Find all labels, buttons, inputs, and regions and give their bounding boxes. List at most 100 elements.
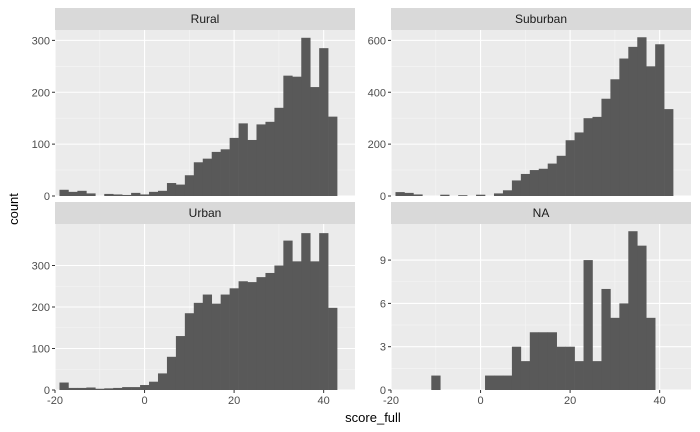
histogram-bar: [610, 317, 620, 390]
histogram-bar: [211, 303, 221, 390]
x-tick-label: -20: [383, 395, 399, 407]
histogram-bar: [202, 294, 213, 390]
histogram-bar: [86, 387, 96, 390]
histogram-bar: [565, 346, 575, 390]
histogram-bar: [619, 303, 629, 390]
y-tick-label: 6: [380, 298, 386, 310]
histogram-bar: [592, 361, 602, 390]
histogram-bar: [140, 385, 150, 390]
facet-strip-suburban: [391, 8, 691, 30]
x-axis-title: score_full: [345, 410, 401, 425]
histogram-bar: [166, 183, 177, 196]
histogram-bar: [131, 387, 141, 390]
histogram-bar: [538, 332, 549, 390]
histogram-bar: [431, 375, 441, 390]
y-tick-label: 0: [380, 191, 386, 203]
histogram-bar: [220, 294, 230, 390]
histogram-bar: [502, 190, 513, 196]
histogram-bar: [556, 155, 566, 196]
histogram-bar: [140, 194, 150, 196]
histogram-bar: [574, 361, 584, 390]
y-tick-label: 200: [368, 139, 386, 151]
histogram-bar: [274, 107, 284, 196]
histogram-bar: [628, 231, 638, 390]
histogram-bar: [655, 44, 665, 196]
histogram-bar: [104, 193, 114, 196]
histogram-bar: [256, 277, 266, 390]
histogram-bar: [77, 387, 87, 390]
histogram-bar: [292, 261, 302, 390]
histogram-bar: [175, 336, 186, 390]
histogram-bar: [95, 388, 105, 390]
y-tick-label: 0: [44, 385, 50, 397]
histogram-bar: [166, 356, 177, 390]
histogram-bar: [319, 48, 329, 196]
histogram-bar: [538, 168, 549, 196]
histogram-bar: [184, 175, 195, 196]
histogram-bar: [646, 66, 656, 196]
x-tick-label: 20: [564, 395, 576, 407]
histogram-bar: [301, 233, 311, 390]
histogram-bar: [68, 387, 78, 390]
histogram-bar: [637, 37, 647, 197]
x-tick-label: 40: [318, 395, 330, 407]
facet-strip-urban: [55, 202, 355, 224]
histogram-bar: [476, 194, 486, 196]
histogram-bar: [157, 373, 168, 390]
facet-label-na: NA: [533, 206, 550, 220]
histogram-bar: [628, 46, 638, 196]
facet-strip-rural: [55, 8, 355, 30]
histogram-bar: [520, 361, 531, 390]
facet-strip-na: [391, 202, 691, 224]
histogram-bar: [113, 194, 123, 196]
histogram-bar: [310, 261, 320, 390]
histogram-bar: [149, 381, 159, 390]
y-tick-label: 200: [32, 87, 50, 99]
histogram-bar: [238, 123, 248, 196]
histogram-bar: [610, 79, 620, 196]
histogram-bar: [511, 346, 522, 390]
histogram-bar: [511, 180, 522, 196]
histogram-bar: [583, 260, 593, 390]
y-tick-label: 0: [44, 191, 50, 203]
histogram-bar: [547, 332, 557, 390]
histogram-bar: [637, 245, 647, 390]
x-tick-label: -20: [47, 395, 63, 407]
histogram-bar: [556, 346, 566, 390]
histogram-bar: [122, 194, 132, 196]
histogram-bar: [193, 162, 204, 196]
y-tick-label: 100: [32, 344, 50, 356]
histogram-bar: [529, 170, 540, 196]
histogram-bar: [485, 375, 495, 390]
histogram-bar: [59, 189, 69, 196]
histogram-bar: [592, 116, 602, 196]
histogram-bar: [149, 191, 159, 196]
y-tick-label: 400: [368, 87, 386, 99]
histogram-bar: [328, 307, 338, 390]
histogram-bar: [193, 302, 204, 390]
x-tick-label: 40: [654, 395, 666, 407]
histogram-bar: [664, 109, 674, 196]
histogram-bar: [113, 387, 123, 390]
y-tick-label: 9: [380, 255, 386, 267]
histogram-bar: [184, 313, 195, 390]
histogram-bar: [247, 139, 257, 196]
histogram-bar: [86, 193, 96, 196]
x-tick-label: 0: [141, 395, 147, 407]
histogram-bar: [502, 375, 513, 390]
histogram-bar: [104, 388, 114, 390]
histogram-bar: [301, 37, 311, 196]
histogram-bar: [493, 375, 504, 390]
histogram-bar: [395, 192, 405, 196]
y-tick-label: 200: [32, 302, 50, 314]
facet-label-urban: Urban: [189, 206, 222, 220]
histogram-bar: [574, 132, 584, 196]
x-tick-label: 0: [477, 395, 483, 407]
histogram-bar: [77, 190, 87, 196]
histogram-bar: [229, 137, 239, 196]
histogram-bar: [283, 240, 293, 390]
histogram-bar: [583, 118, 593, 196]
histogram-bar: [157, 190, 168, 196]
histogram-bar: [265, 121, 275, 196]
